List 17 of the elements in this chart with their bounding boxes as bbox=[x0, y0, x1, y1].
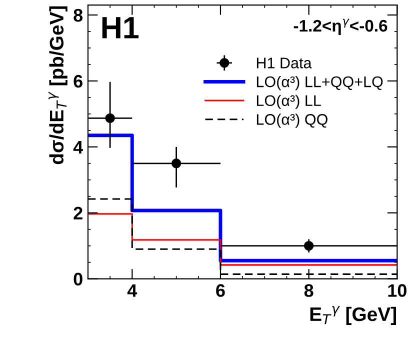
x-tick-label: 10 bbox=[388, 284, 406, 297]
x-tick-label: 8 bbox=[304, 284, 314, 297]
y-tick-label: 6 bbox=[74, 74, 82, 88]
y-axis-title: dσ/dE$_{T}$$^{γ}$ [pb/GeV] bbox=[48, 6, 68, 164]
x-tick-label: 6 bbox=[216, 284, 225, 297]
legend-label: H1 Data bbox=[256, 58, 312, 68]
y-tick-label: 4 bbox=[73, 141, 84, 154]
y-tick-label: 8 bbox=[74, 8, 83, 22]
annotation: -1.2<η$^{γ}$<-0.6 bbox=[294, 18, 388, 35]
legend-label: LO(α³) QQ bbox=[256, 114, 328, 128]
x-axis-title: E$_{T}$$^{γ}$ [GeV] bbox=[310, 306, 396, 325]
y-tick-label: 0 bbox=[74, 272, 82, 286]
y-tick-label: 2 bbox=[74, 206, 82, 220]
x-tick-label: 4 bbox=[127, 284, 138, 297]
annotation: H1 bbox=[102, 17, 139, 38]
legend-label: LO(α³) LL bbox=[256, 94, 321, 110]
legend-label: LO(α³) LL+QQ+LQ bbox=[256, 76, 383, 90]
